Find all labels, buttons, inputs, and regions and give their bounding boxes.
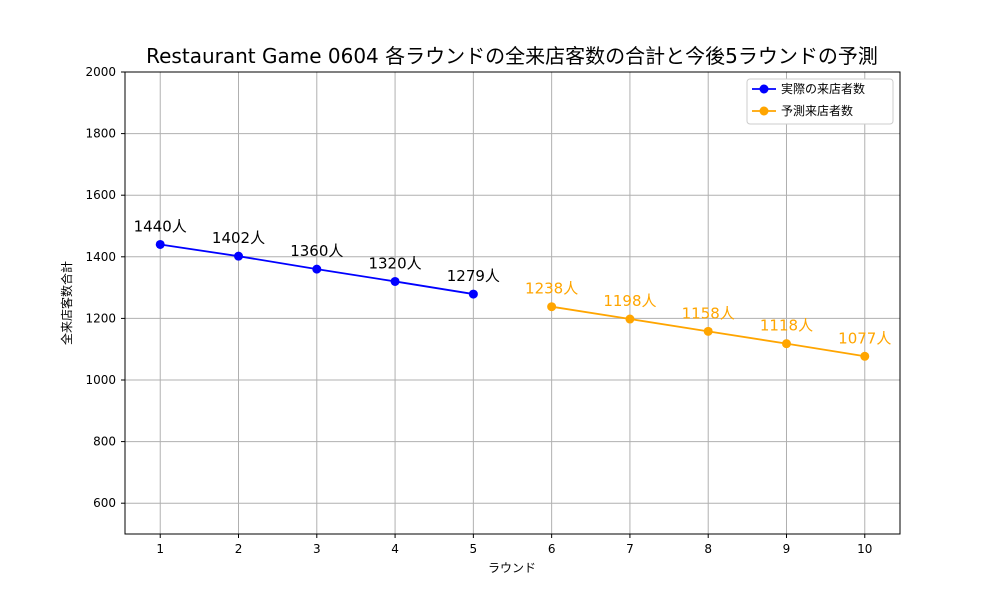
series-1: 1238人 1198人 1158人 1118人 1077人: [525, 280, 891, 361]
legend-label-forecast: 予測来店者数: [781, 103, 853, 118]
data-point: [781, 339, 791, 349]
y-tick-label: 1800: [85, 127, 116, 141]
y-axis-label: 全来店客数合計: [59, 261, 74, 345]
data-point: [625, 314, 635, 324]
x-tick-label: 6: [548, 542, 556, 556]
y-tick-label: 1000: [85, 373, 116, 387]
y-tick-label: 1400: [85, 250, 116, 264]
grid-lines: [125, 71, 900, 534]
legend-box: [746, 78, 894, 125]
x-axis-label: ラウンド: [488, 561, 536, 575]
axis-ticks: 1 2 3 4 5 6 7 8 9 10 600 800 1000 1200 1400 1600 1800 200…: [85, 65, 872, 556]
data-label: 1238人: [525, 280, 578, 298]
data-label: 1402人: [212, 229, 265, 247]
data-label: 1279人: [447, 267, 500, 285]
series-0: 1440人 1402人 1360人 1320人 1279人: [134, 217, 500, 299]
x-tick-label: 1: [156, 542, 164, 556]
data-point: [468, 289, 478, 299]
data-point: [547, 302, 557, 312]
x-tick-label: 5: [470, 542, 478, 556]
legend-marker-forecast: [759, 106, 769, 116]
legend: 実際の来店者数 予測来店者数: [746, 78, 894, 125]
legend-marker-actual: [759, 84, 769, 94]
x-tick-label: 4: [391, 542, 399, 556]
legend-label-actual: 実際の来店者数: [781, 81, 865, 96]
x-tick-label: 2: [235, 542, 243, 556]
chart-title: Restaurant Game 0604 各ラウンドの全来店客数の合計と今後5ラ…: [146, 44, 878, 68]
data-point: [703, 326, 713, 336]
x-tick-label: 7: [626, 542, 634, 556]
y-tick-label: 1200: [85, 311, 116, 325]
y-tick-label: 800: [93, 435, 116, 449]
data-label: 1118人: [760, 317, 813, 335]
data-label: 1077人: [838, 329, 891, 347]
data-point: [390, 276, 400, 286]
data-point: [860, 351, 870, 361]
data-label: 1320人: [368, 254, 421, 272]
data-point: [234, 251, 244, 261]
y-tick-label: 600: [93, 496, 116, 510]
data-series: 1440人 1402人 1360人 1320人 1279人 1238人 1198人 1158人…: [134, 217, 891, 361]
data-label: 1360人: [290, 242, 343, 260]
data-label: 1198人: [603, 292, 656, 310]
data-point: [312, 264, 322, 274]
x-tick-label: 10: [857, 542, 872, 556]
x-tick-label: 8: [704, 542, 712, 556]
x-tick-label: 3: [313, 542, 321, 556]
y-tick-label: 1600: [85, 188, 116, 202]
x-tick-label: 9: [783, 542, 791, 556]
data-point: [155, 239, 165, 249]
plot-frame: [124, 71, 901, 535]
data-label: 1440人: [134, 217, 187, 235]
y-tick-label: 2000: [85, 65, 116, 79]
data-label: 1158人: [682, 304, 735, 322]
